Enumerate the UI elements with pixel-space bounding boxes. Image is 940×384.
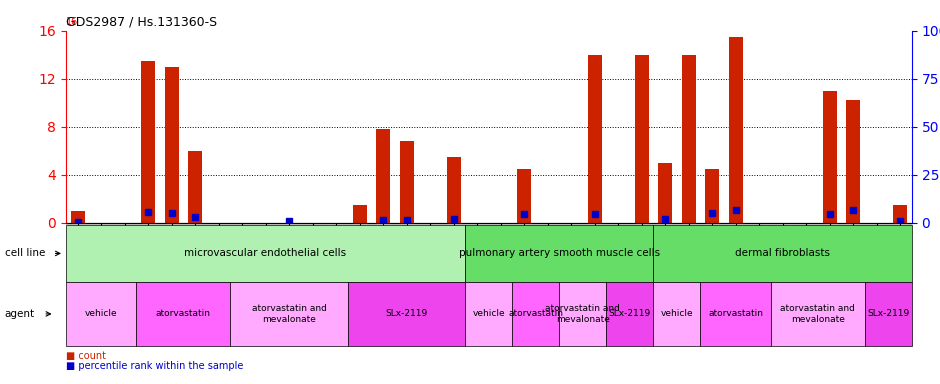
Text: microvascular endothelial cells: microvascular endothelial cells: [184, 248, 347, 258]
Text: vehicle: vehicle: [85, 310, 118, 318]
Bar: [352, 205, 367, 223]
Bar: [728, 37, 743, 223]
Text: GDS2987 / Hs.131360-S: GDS2987 / Hs.131360-S: [66, 15, 217, 28]
Bar: [705, 169, 719, 223]
Bar: [446, 157, 461, 223]
Text: atorvastatin: atorvastatin: [156, 310, 211, 318]
Text: atorvastatin: atorvastatin: [509, 310, 563, 318]
Bar: [846, 100, 860, 223]
Bar: [141, 61, 155, 223]
Text: cell line: cell line: [5, 248, 45, 258]
Text: atorvastatin and
mevalonate: atorvastatin and mevalonate: [252, 304, 326, 324]
Text: SLx-2119: SLx-2119: [609, 310, 650, 318]
Bar: [400, 141, 414, 223]
Text: ■ percentile rank within the sample: ■ percentile rank within the sample: [66, 361, 243, 371]
Text: pulmonary artery smooth muscle cells: pulmonary artery smooth muscle cells: [459, 248, 660, 258]
Bar: [70, 211, 85, 223]
Bar: [164, 67, 179, 223]
Text: ■ count: ■ count: [66, 351, 106, 361]
Text: 16: 16: [66, 17, 78, 27]
Bar: [822, 91, 837, 223]
Bar: [588, 55, 602, 223]
Text: agent: agent: [5, 309, 35, 319]
Bar: [682, 55, 696, 223]
Bar: [634, 55, 649, 223]
Text: SLx-2119: SLx-2119: [385, 310, 428, 318]
Bar: [658, 163, 672, 223]
Text: dermal fibroblasts: dermal fibroblasts: [735, 248, 830, 258]
Text: vehicle: vehicle: [661, 310, 693, 318]
Bar: [188, 151, 202, 223]
Bar: [517, 169, 531, 223]
Text: atorvastatin and
mevalonate: atorvastatin and mevalonate: [780, 304, 855, 324]
Text: atorvastatin and
mevalonate: atorvastatin and mevalonate: [545, 304, 620, 324]
Text: vehicle: vehicle: [473, 310, 505, 318]
Bar: [893, 205, 907, 223]
Bar: [376, 129, 390, 223]
Text: SLx-2119: SLx-2119: [868, 310, 909, 318]
Text: atorvastatin: atorvastatin: [708, 310, 763, 318]
